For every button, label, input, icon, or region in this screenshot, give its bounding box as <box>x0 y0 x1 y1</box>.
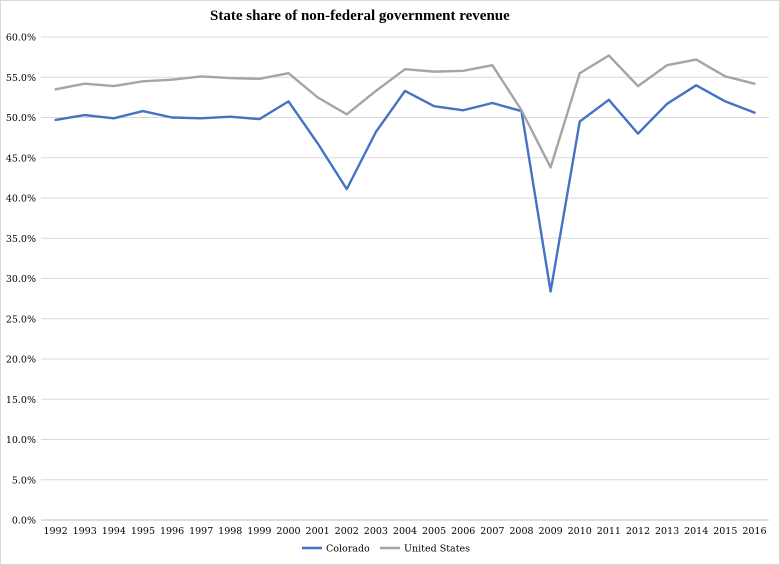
x-tick-label: 2016 <box>742 526 766 537</box>
data-point <box>316 142 319 145</box>
data-point <box>607 54 610 57</box>
data-point <box>491 64 494 67</box>
data-point <box>491 102 494 104</box>
data-point <box>83 114 86 116</box>
x-tick-label: 2004 <box>393 526 417 537</box>
y-tick-label: 45.0% <box>6 153 36 164</box>
data-point <box>637 132 639 135</box>
data-point <box>200 75 203 78</box>
legend-label: United States <box>404 544 470 555</box>
y-tick-label: 50.0% <box>6 113 36 124</box>
x-tick-label: 1995 <box>131 526 155 537</box>
y-tick-label: 35.0% <box>6 234 36 245</box>
x-tick-label: 2015 <box>713 526 737 537</box>
data-point <box>462 109 465 112</box>
data-point <box>171 78 173 81</box>
data-point <box>229 77 232 79</box>
data-point <box>200 117 203 120</box>
data-point <box>549 166 552 169</box>
y-tick-label: 5.0% <box>12 475 36 486</box>
data-point <box>666 102 668 105</box>
data-point <box>695 58 698 61</box>
data-point <box>753 111 756 114</box>
x-tick-label: 2008 <box>509 526 533 537</box>
x-tick-label: 2014 <box>684 526 708 537</box>
y-tick-label: 10.0% <box>6 435 36 446</box>
data-point <box>549 290 552 293</box>
data-point <box>404 90 406 92</box>
y-tick-label: 20.0% <box>6 355 36 366</box>
x-tick-label: 2000 <box>276 526 300 537</box>
x-tick-label: 2001 <box>306 526 330 537</box>
x-tick-label: 2012 <box>626 526 650 537</box>
data-point <box>54 119 57 121</box>
x-tick-label: 1992 <box>43 526 67 537</box>
series-line-1 <box>54 84 756 293</box>
x-tick-label: 2007 <box>480 526 504 537</box>
y-tick-label: 40.0% <box>6 194 36 205</box>
data-point <box>287 72 290 75</box>
x-tick-label: 1999 <box>247 526 271 537</box>
data-point <box>374 90 377 92</box>
data-point <box>578 120 581 123</box>
x-tick-label: 2003 <box>364 526 388 537</box>
data-point <box>287 100 290 103</box>
data-point <box>433 70 436 73</box>
series-line-2 <box>54 54 756 169</box>
data-point <box>54 88 57 91</box>
x-tick-label: 2005 <box>422 526 446 537</box>
data-point <box>462 69 465 72</box>
x-tick-label: 1994 <box>102 526 126 537</box>
data-point <box>695 84 698 87</box>
data-point <box>258 77 261 80</box>
x-tick-label: 1996 <box>160 526 184 537</box>
y-tick-label: 60.0% <box>6 33 36 44</box>
y-tick-label: 25.0% <box>6 314 36 325</box>
x-tick-label: 2006 <box>451 526 475 537</box>
data-point <box>142 110 144 112</box>
x-tick-label: 2009 <box>539 526 563 537</box>
data-point <box>724 75 727 78</box>
data-point <box>666 64 668 67</box>
data-point <box>404 68 406 71</box>
x-tick-label: 2011 <box>597 526 621 537</box>
data-point <box>374 131 377 133</box>
x-tick-label: 2010 <box>568 526 592 537</box>
x-tick-label: 2013 <box>655 526 679 537</box>
data-point <box>171 116 173 119</box>
data-point <box>83 82 86 85</box>
y-tick-label: 55.0% <box>6 73 36 84</box>
data-point <box>112 85 115 88</box>
y-tick-label: 30.0% <box>6 274 36 285</box>
data-point <box>112 117 115 120</box>
x-tick-label: 1993 <box>73 526 97 537</box>
data-point <box>142 80 144 83</box>
chart-title: State share of non-federal government re… <box>210 8 510 24</box>
y-tick-label: 15.0% <box>6 395 36 406</box>
y-tick-label: 0.0% <box>12 516 36 527</box>
data-point <box>578 72 581 75</box>
data-point <box>229 115 232 118</box>
data-point <box>724 100 727 103</box>
data-point <box>520 109 523 112</box>
data-point <box>345 113 348 116</box>
data-point <box>753 82 756 85</box>
legend-label: Colorado <box>326 544 370 555</box>
data-point <box>637 85 639 88</box>
data-point <box>345 188 348 191</box>
data-point <box>258 118 261 121</box>
x-tick-label: 1998 <box>218 526 242 537</box>
x-tick-label: 2002 <box>335 526 359 537</box>
data-point <box>607 98 610 101</box>
x-tick-label: 1997 <box>189 526 213 537</box>
data-point <box>433 105 436 108</box>
data-point <box>316 96 319 99</box>
